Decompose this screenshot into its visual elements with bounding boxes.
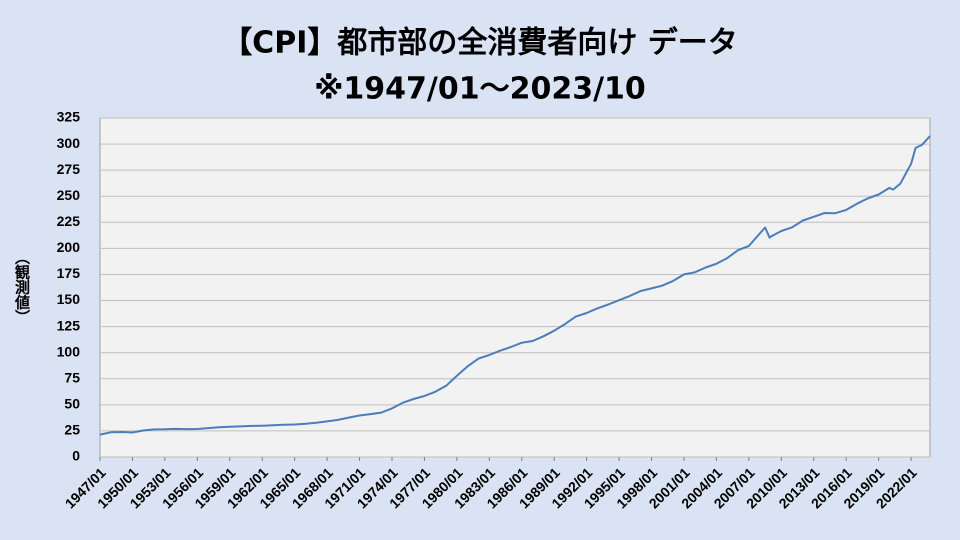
data-line <box>99 135 931 436</box>
y-tick-label: 100 <box>57 343 81 359</box>
y-tick-label: 325 <box>57 109 81 125</box>
y-tick-label: 0 <box>72 448 80 464</box>
plot-area <box>99 117 931 458</box>
chart-title: 【CPI】都市部の全消費者向け データ <box>222 26 738 61</box>
y-tick-label: 125 <box>57 317 81 333</box>
y-tick-label: 175 <box>57 265 81 281</box>
y-tick-label: 50 <box>64 396 80 412</box>
y-tick-label: 200 <box>57 239 81 255</box>
chart-subtitle: ※1947/01～2023/10 <box>314 72 646 107</box>
y-tick-label: 250 <box>57 187 81 203</box>
y-axis-label: （観測値） <box>13 250 31 325</box>
y-tick-label: 300 <box>57 135 81 151</box>
y-tick-label: 225 <box>57 213 81 229</box>
y-tick-label: 275 <box>57 161 81 177</box>
y-tick-label: 25 <box>64 422 80 438</box>
y-tick-label: 150 <box>57 291 81 307</box>
y-tick-label: 75 <box>64 369 80 385</box>
